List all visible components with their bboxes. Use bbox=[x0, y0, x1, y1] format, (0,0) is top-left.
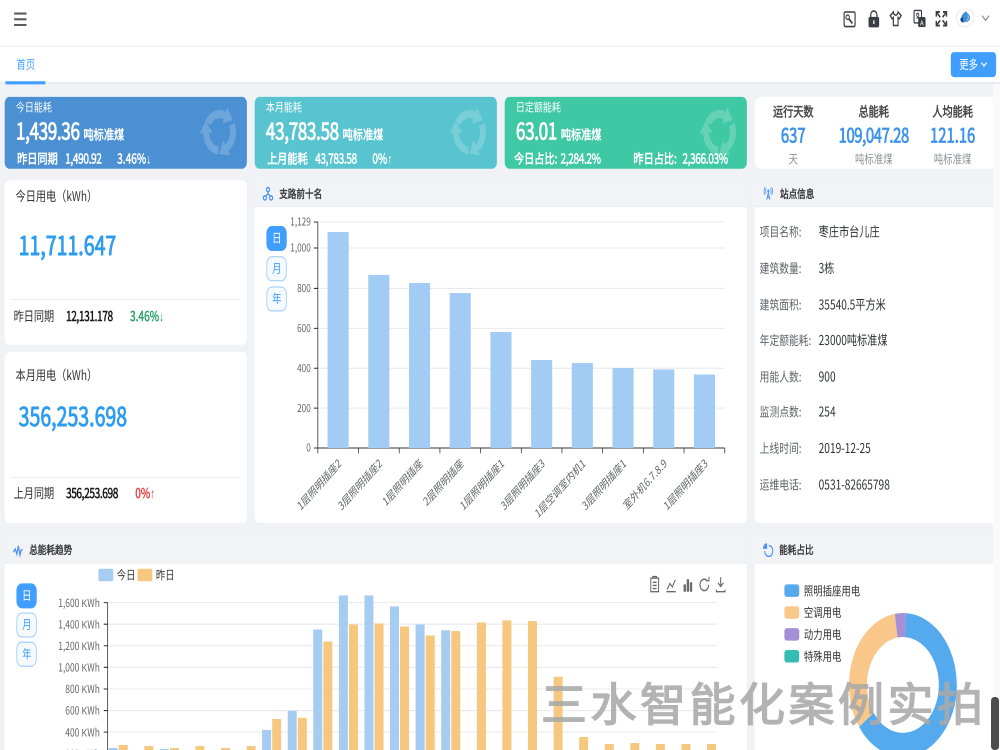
svg-text:空调用电: 空调用电 bbox=[804, 604, 841, 622]
svg-text:1,200 KWh: 1,200 KWh bbox=[59, 636, 101, 653]
svg-text:1,400 KWh: 1,400 KWh bbox=[59, 615, 101, 632]
svg-text:600: 600 bbox=[297, 320, 311, 336]
svg-text:800 KWh: 800 KWh bbox=[66, 680, 101, 697]
svg-text:特殊用电: 特殊用电 bbox=[804, 647, 841, 665]
svg-text:照明插座用电: 照明插座用电 bbox=[804, 582, 860, 600]
svg-text:1,129: 1,129 bbox=[291, 213, 311, 229]
svg-text:3层照明插座2: 3层照明插座2 bbox=[335, 454, 385, 513]
svg-text:600 KWh: 600 KWh bbox=[66, 701, 101, 718]
svg-text:800: 800 bbox=[297, 280, 311, 296]
svg-text:1,000 KWh: 1,000 KWh bbox=[59, 658, 101, 675]
svg-text:400 KWh: 400 KWh bbox=[66, 723, 101, 740]
svg-text:今日: 今日 bbox=[117, 566, 136, 584]
svg-text:400: 400 bbox=[297, 359, 311, 375]
svg-text:1层照明插座2: 1层照明插座2 bbox=[295, 454, 345, 513]
svg-text:1层照明插座: 1层照明插座 bbox=[380, 454, 426, 509]
svg-text:A: A bbox=[920, 20, 924, 27]
svg-text:动力用电: 动力用电 bbox=[804, 626, 841, 644]
svg-text:1层照明插座3: 1层照明插座3 bbox=[661, 454, 711, 513]
svg-text:200: 200 bbox=[297, 399, 311, 415]
svg-text:1层照明插座1: 1层照明插座1 bbox=[457, 454, 507, 513]
svg-text:3层照明插座1: 3层照明插座1 bbox=[579, 454, 629, 513]
svg-text:1,000: 1,000 bbox=[291, 239, 311, 255]
svg-text:1,600 KWh: 1,600 KWh bbox=[59, 593, 101, 610]
svg-text:昨日: 昨日 bbox=[156, 566, 175, 584]
svg-text:200 KWh: 200 KWh bbox=[66, 744, 101, 750]
svg-text:0: 0 bbox=[307, 439, 312, 455]
